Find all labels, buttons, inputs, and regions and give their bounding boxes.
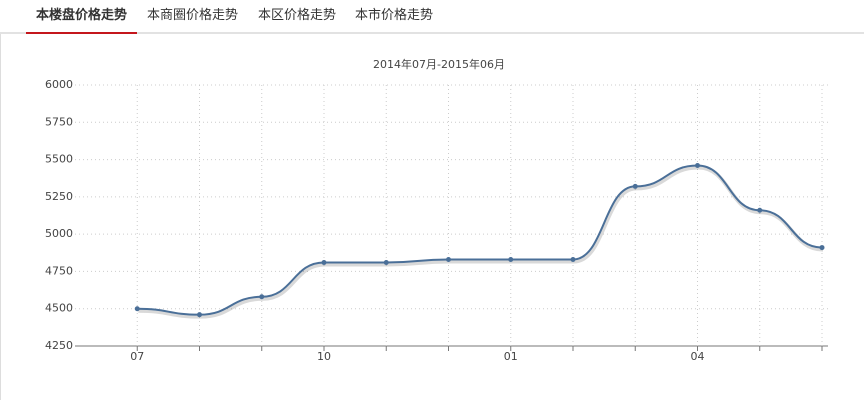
y-tick-label: 5500: [45, 153, 73, 166]
line-shadow: [138, 165, 824, 319]
point: [383, 259, 389, 265]
y-tick-label: 4500: [45, 302, 73, 315]
point: [321, 259, 327, 265]
chart-title: 2014年07月-2015年06月: [373, 57, 505, 71]
x-tick-label: 07: [130, 350, 144, 363]
x-tick-label: 04: [691, 350, 705, 363]
x-tick-label: 10: [317, 350, 331, 363]
tab-bar: 本楼盘价格走势 本商圈价格走势 本区价格走势 本市价格走势: [0, 0, 864, 34]
point: [757, 207, 763, 213]
point: [570, 256, 576, 262]
tab[interactable]: 本楼盘价格走势: [26, 0, 138, 34]
point: [632, 183, 638, 189]
y-tick-label: 4750: [45, 264, 73, 277]
y-tick-label: 4250: [45, 339, 73, 352]
point: [446, 256, 451, 262]
line: [137, 164, 823, 316]
point: [819, 245, 825, 251]
tab[interactable]: 本市价格走势: [355, 8, 434, 23]
point: [259, 294, 265, 300]
y-tick-label: 5000: [45, 227, 73, 240]
point: [134, 306, 140, 312]
y-tick-label: 5750: [45, 115, 73, 128]
point: [695, 163, 700, 169]
y-tick-label: 6000: [45, 78, 73, 91]
y-tick-label: 5250: [45, 190, 73, 203]
border: [0, 34, 1, 400]
point: [508, 256, 514, 262]
x-tick-label: 01: [504, 350, 518, 363]
tab[interactable]: 本区价格走势: [258, 8, 337, 23]
point: [197, 312, 202, 318]
tab[interactable]: 本商圈价格走势: [147, 8, 239, 23]
